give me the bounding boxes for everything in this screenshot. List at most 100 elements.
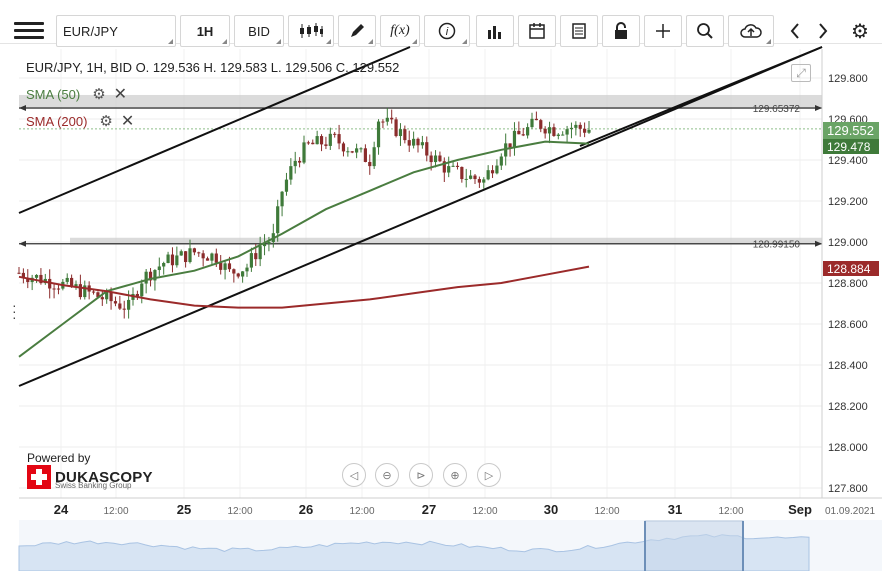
powered-by-label: Powered by <box>27 451 91 465</box>
calendar-icon <box>529 23 545 39</box>
candle-body <box>39 274 43 284</box>
price-tick-label: 128.000 <box>828 442 868 454</box>
volume-button[interactable] <box>476 15 514 47</box>
candle-body <box>293 160 297 167</box>
candle-body <box>144 271 148 284</box>
crosshair-icon <box>656 24 670 38</box>
candle-body <box>517 130 521 135</box>
candle-body <box>262 244 267 247</box>
candle-body <box>508 143 512 149</box>
price-tick-label: 128.400 <box>828 360 868 372</box>
candles-icon <box>300 23 323 38</box>
fit-button[interactable]: ⊳ <box>409 463 433 487</box>
scroll-right-button[interactable] <box>812 15 834 47</box>
level-label: 128.99150 <box>753 240 801 251</box>
candle-body <box>569 127 574 130</box>
candle-body <box>179 251 183 256</box>
candle-body <box>188 248 192 263</box>
candle-body <box>175 255 179 266</box>
candle-body <box>197 252 201 254</box>
level-label: 129.65372 <box>753 104 801 115</box>
settings-button[interactable]: ⚙ <box>848 15 872 47</box>
candle-body <box>100 297 104 300</box>
nav-back-button[interactable]: ◁ <box>342 463 366 487</box>
resize-handle-icon[interactable]: · · · <box>12 297 17 325</box>
candle-body <box>333 133 337 135</box>
channel-upper-line <box>18 46 411 214</box>
crosshair-button[interactable] <box>644 15 682 47</box>
period-select[interactable]: 1H <box>180 15 230 47</box>
lock-button[interactable] <box>602 15 640 47</box>
price-tick-label: 129.800 <box>828 73 868 85</box>
svg-text:i: i <box>446 26 449 38</box>
candle-body <box>442 161 446 173</box>
candle-body <box>140 283 144 297</box>
menu-icon[interactable] <box>14 22 44 44</box>
zoom-in-button[interactable]: ⊕ <box>443 463 467 487</box>
indicators-button[interactable]: f(x) <box>380 15 420 47</box>
time-tick-label: 26 <box>299 502 313 517</box>
candle-body <box>236 273 240 277</box>
candle-body <box>192 248 196 253</box>
zoom-button[interactable] <box>686 15 724 47</box>
gear-icon[interactable]: ⚙ <box>99 113 113 130</box>
time-tick-label: 12:00 <box>349 506 374 517</box>
side-select[interactable]: BID <box>234 15 284 47</box>
gear-icon: ⚙ <box>851 20 869 43</box>
info-button[interactable]: i <box>424 15 470 47</box>
candle-body <box>214 253 218 263</box>
report-button[interactable] <box>560 15 598 47</box>
candle-body <box>381 121 385 123</box>
candle-body <box>289 166 293 180</box>
candle-body <box>113 301 118 304</box>
time-tick-label: Sep <box>788 502 812 517</box>
gear-icon[interactable]: ⚙ <box>92 86 106 103</box>
candle-body <box>547 127 552 134</box>
price-tick-label: 129.000 <box>828 237 868 249</box>
overview-navigator[interactable] <box>18 520 882 571</box>
plot-background <box>19 49 822 498</box>
candle-body <box>526 127 530 136</box>
level-bands: 129.65372 128.99150 <box>19 94 822 251</box>
instrument-select[interactable]: EUR/JPY <box>56 15 176 47</box>
candle-body <box>469 175 473 179</box>
lock-icon <box>615 22 627 39</box>
candle-body <box>403 129 407 141</box>
chevron-right-icon <box>819 23 828 39</box>
cloud-button[interactable] <box>728 15 774 47</box>
trend-channel <box>18 46 823 387</box>
candle-body <box>65 277 69 282</box>
nav-forward-button[interactable]: ▷ <box>477 463 501 487</box>
draw-tool-button[interactable] <box>338 15 376 47</box>
calendar-button[interactable] <box>518 15 556 47</box>
candle-body <box>91 291 96 293</box>
bar-chart-icon <box>488 26 501 39</box>
close-icon[interactable]: ✕ <box>113 86 128 103</box>
candle-body <box>280 191 284 207</box>
candle-body <box>78 284 82 298</box>
chart-type-button[interactable] <box>288 15 334 47</box>
time-axis: 24 12:00 25 12:00 26 12:00 27 12:00 30 12:00 31 12:… <box>54 502 876 517</box>
channel-lower-line <box>18 46 823 387</box>
candle-body <box>166 254 170 264</box>
candle-body <box>460 166 464 180</box>
candle-body <box>96 292 100 298</box>
document-icon <box>572 23 586 39</box>
expand-icon[interactable]: ⤢ <box>791 64 811 82</box>
time-tick-label: 12:00 <box>472 506 497 517</box>
toolbar: EUR/JPY 1H BID f(x) i <box>0 0 882 47</box>
sma200-price-tag: 128.884 <box>823 261 879 276</box>
close-icon[interactable]: ✕ <box>120 113 135 130</box>
brand-name: DUKASCOPY <box>55 468 153 486</box>
sma50-legend: SMA (50) ⚙ ✕ <box>26 84 127 104</box>
candle-body <box>337 134 341 144</box>
candle-body <box>543 128 547 134</box>
candle-body <box>245 267 249 272</box>
candle-body <box>499 156 503 166</box>
time-tick-label: 12:00 <box>718 506 743 517</box>
scroll-left-button[interactable] <box>784 15 806 47</box>
candle-body <box>372 147 376 167</box>
zoom-out-button[interactable]: ⊖ <box>375 463 399 487</box>
